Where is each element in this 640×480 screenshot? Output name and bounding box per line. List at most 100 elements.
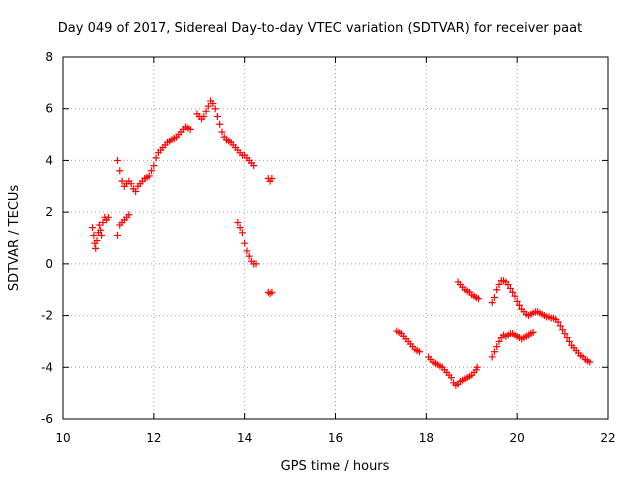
data-point [99,218,107,226]
data-point [114,231,121,239]
data-point [416,348,424,356]
data-point [116,167,124,175]
x-tick-label: 14 [237,431,252,445]
data-point [218,128,226,136]
x-tick-label: 22 [600,431,615,445]
y-tick-label: -4 [41,360,53,374]
data-point [250,162,258,170]
data-points [89,97,594,389]
y-tick-label: 6 [45,102,53,116]
data-point [202,107,210,115]
data-point [234,218,242,226]
data-point [241,239,249,247]
data-point [104,213,112,221]
data-point [148,167,156,175]
data-point [268,288,276,296]
data-point [252,260,260,268]
data-point [97,226,105,234]
data-point [98,231,106,239]
data-point [561,330,569,338]
data-point [211,105,219,113]
data-point [127,180,135,188]
data-point [554,318,562,326]
data-point [93,237,101,245]
data-point [216,120,224,128]
data-point [488,299,496,307]
data-point [245,252,253,260]
data-point [493,343,501,351]
data-point [209,100,217,108]
series-sat-a [89,213,112,252]
data-point [556,322,564,330]
series-sat-c [114,211,133,239]
y-axis-label: SDTVAR / TECUs [7,185,22,292]
data-point [145,172,153,180]
data-point [238,229,246,237]
x-tick-labels: 10 12 14 16 18 20 22 [55,431,615,445]
data-point [204,102,212,110]
data-point [268,175,276,183]
data-point [92,244,100,252]
y-tick-label: 4 [45,153,53,167]
data-point [236,224,244,232]
y-tick-label: -6 [41,412,53,426]
x-tick-label: 20 [510,431,525,445]
x-tick-label: 16 [328,431,343,445]
y-tick-label: 2 [45,205,53,219]
x-tick-label: 12 [146,431,161,445]
series-sat-i [488,277,594,366]
data-point [132,187,140,195]
y-tick-labels: -6 -4 -2 0 2 4 6 8 [41,50,53,426]
series-sat-e [264,175,276,298]
series-sat-d [234,218,260,268]
data-point [473,363,481,371]
plot-frame [62,56,609,420]
data-point [90,231,98,239]
data-point [504,281,512,289]
series-sat-h [454,278,483,303]
data-point [513,297,521,305]
data-point [495,281,503,289]
data-point [559,326,567,334]
data-point [95,221,103,229]
data-point [200,112,208,120]
data-point [495,337,503,345]
data-point [586,358,594,366]
data-point [114,156,121,164]
y-tick-label: 0 [45,257,53,271]
data-point [509,288,517,296]
data-point [186,125,194,133]
data-point [213,112,221,120]
data-point [563,334,571,342]
data-point [565,337,573,345]
data-point [488,353,496,361]
series-sat-b [114,97,258,195]
data-point [490,348,498,356]
data-point [447,374,455,382]
data-point [515,301,523,309]
data-point [490,293,498,301]
data-point [511,292,519,300]
x-axis-label: GPS time / hours [281,459,390,474]
grid-layer [63,57,608,419]
series-sat-f [393,327,424,356]
y-tick-label: 8 [45,50,53,64]
data-point [475,295,483,303]
x-tick-label: 10 [55,431,70,445]
chart-title: Day 049 of 2017, Sidereal Day-to-day VTE… [58,21,582,36]
data-point [152,154,160,162]
x-tick-label: 18 [419,431,434,445]
data-point [529,328,537,336]
series-sat-g [425,353,481,389]
data-point [506,284,514,292]
data-point [125,211,133,219]
data-point [89,224,97,232]
series-sat-j [488,328,537,361]
data-point [150,162,158,170]
data-point [243,247,251,255]
data-point [118,177,126,185]
y-tick-label: -2 [41,309,53,323]
data-point [493,286,501,294]
